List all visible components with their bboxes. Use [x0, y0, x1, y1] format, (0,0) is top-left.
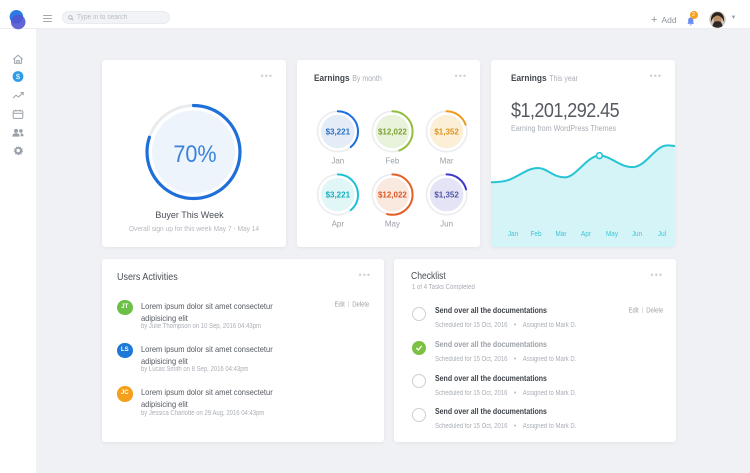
svg-text:Jun: Jun [632, 231, 642, 239]
svg-text:$1,352: $1,352 [434, 191, 459, 200]
svg-text:Apr: Apr [581, 231, 592, 239]
svg-text:Mar: Mar [440, 157, 454, 166]
svg-text:Jan: Jan [508, 231, 518, 239]
svg-text:$: $ [16, 72, 21, 81]
svg-text:$12,022: $12,022 [378, 191, 407, 200]
svg-text:Apr: Apr [332, 220, 345, 229]
svg-text:Feb: Feb [531, 231, 542, 239]
svg-text:May: May [385, 220, 400, 229]
svg-text:Feb: Feb [386, 157, 400, 166]
svg-text:Jul: Jul [658, 231, 667, 239]
svg-text:$12,022: $12,022 [378, 128, 407, 137]
svg-text:$3,221: $3,221 [326, 128, 351, 137]
svg-text:$1,352: $1,352 [434, 128, 459, 137]
svg-text:Jun: Jun [440, 220, 453, 229]
svg-text:$3,221: $3,221 [326, 191, 351, 200]
svg-text:May: May [606, 231, 619, 239]
svg-text:70%: 70% [173, 140, 216, 167]
svg-text:Jan: Jan [331, 157, 344, 166]
svg-text:Mar: Mar [556, 231, 568, 239]
